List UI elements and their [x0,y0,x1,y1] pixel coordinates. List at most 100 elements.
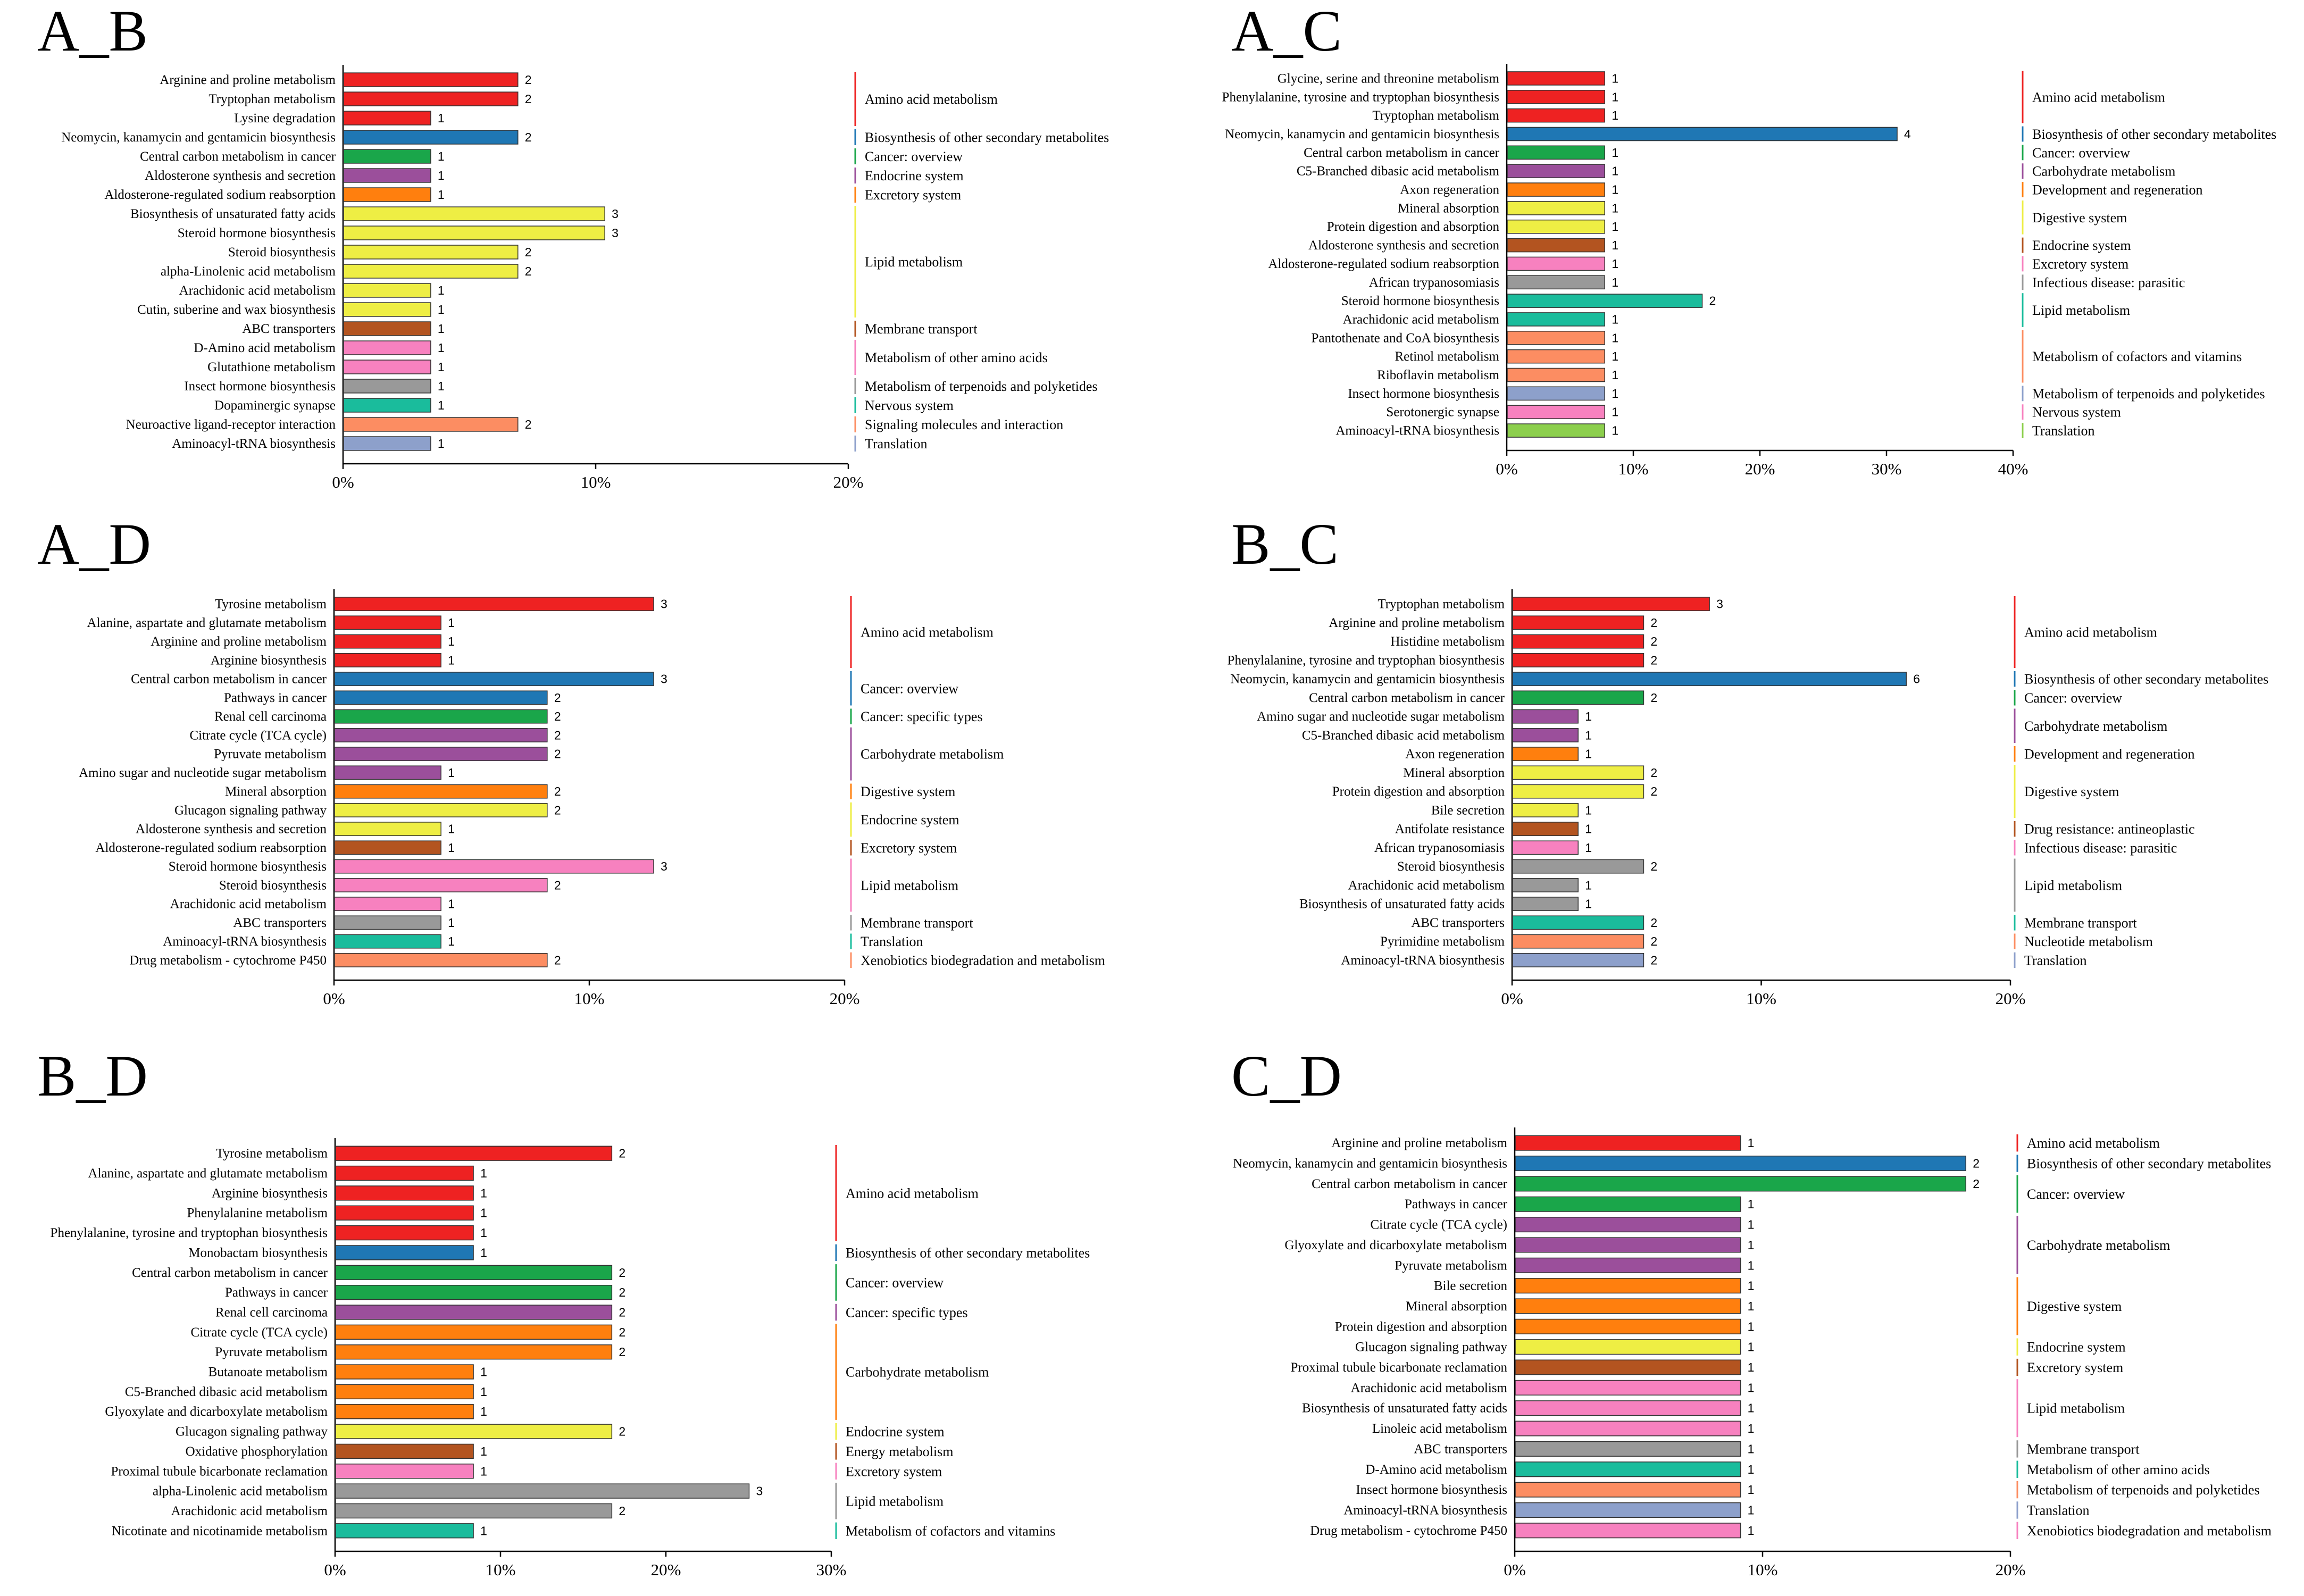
bar [1507,108,1606,123]
category-label: ABC transporters [1411,916,1505,930]
x-tick-label: 20% [1745,459,1775,478]
x-tick-label: 10% [486,1560,516,1579]
bar-value-label: 2 [619,1285,625,1299]
group-label: Carbohydrate metabolism [861,747,1004,762]
bar-value-label: 1 [1612,368,1618,382]
bar [1512,915,1644,930]
category-label: Tryptophan metabolism [1372,108,1499,123]
category-label: Glycine, serine and threonine metabolism [1278,71,1500,86]
category-label: Alanine, aspartate and glutamate metabol… [87,616,327,630]
bar-value-label: 1 [480,1226,487,1240]
bar-value-label: 1 [438,379,445,393]
group-label: Metabolism of terpenoids and polyketides [2027,1482,2260,1498]
category-label: Neuroactive ligand-receptor interaction [126,417,336,432]
bar [1507,219,1606,234]
category-label: Pathways in cancer [225,1285,328,1300]
x-tick-label: 10% [581,473,611,491]
bar-value-label: 2 [619,1147,625,1160]
bar [1512,634,1644,649]
category-label: D-Amino acid metabolism [1365,1463,1507,1477]
bar-value-label: 2 [1650,616,1657,630]
group-label: Development and regeneration [2024,747,2195,762]
bar [1507,164,1606,178]
category-label: Bile secretion [1431,803,1505,817]
bar-value-label: 1 [480,1186,487,1200]
bar-value-label: 1 [438,283,445,297]
bar [1507,89,1606,104]
category-label: Axon regeneration [1400,183,1499,197]
bar-value-label: 1 [1612,349,1618,363]
bar [1515,1237,1741,1253]
group-label: Excretory system [2027,1360,2123,1375]
category-label: Neomycin, kanamycin and gentamicin biosy… [1225,127,1499,141]
group-label: Endocrine system [2032,238,2131,253]
category-label: Central carbon metabolism in cancer [132,1266,328,1280]
group-label: Cancer: overview [861,681,958,696]
bar [1515,1298,1741,1314]
bar [343,264,519,279]
panel-title: B_D [37,1043,148,1108]
x-tick-label: 0% [323,989,345,1008]
bar [335,1265,613,1280]
group-label: Digestive system [2024,784,2119,799]
bar [1512,690,1644,705]
group-label: Lipid metabolism [846,1493,944,1509]
bar-value-label: 2 [619,1266,625,1280]
group-label: Xenobiotics biodegradation and metabolis… [861,952,1105,968]
bar-value-label: 1 [1748,1524,1755,1537]
bar-value-label: 1 [448,841,455,855]
bar [1515,1380,1741,1396]
category-label: Citrate cycle (TCA cycle) [1370,1218,1507,1232]
bar-value-label: 1 [480,1365,487,1379]
bar-value-label: 1 [480,1166,487,1180]
category-label: Phenylalanine, tyrosine and tryptophan b… [1228,653,1505,667]
group-label: Nervous system [865,398,954,413]
group-label: Lipid metabolism [2027,1401,2125,1416]
group-label: Nucleotide metabolism [2024,934,2153,949]
group-label: Membrane transport [861,915,973,931]
group-label: Amino acid metabolism [865,91,998,107]
bar-value-label: 1 [1585,878,1592,892]
bar [1515,1257,1741,1273]
bar [334,822,441,837]
bar [1507,145,1606,160]
bar [1507,331,1606,345]
x-tick-label: 20% [830,989,860,1008]
bar [335,1205,474,1221]
category-label: Alanine, aspartate and glutamate metabol… [88,1166,328,1181]
group-label: Endocrine system [865,168,964,183]
group-label: Metabolism of other amino acids [2027,1462,2210,1477]
group-label: Translation [865,436,928,452]
bar [335,1305,613,1320]
group-label: Membrane transport [2027,1441,2140,1457]
group-label: Lipid metabolism [865,254,963,270]
category-label: Central carbon metabolism in cancer [1309,691,1505,705]
bar [1512,728,1579,742]
group-label: Cancer: overview [2024,690,2122,706]
category-label: Amino sugar and nucleotide sugar metabol… [79,766,327,780]
bar-value-label: 1 [1612,424,1618,438]
group-label: Membrane transport [2024,915,2137,931]
category-label: Steroid biosynthesis [1397,859,1505,874]
bar [343,321,431,336]
bar-value-label: 1 [1748,1463,1755,1476]
bar [343,72,519,87]
bar-value-label: 1 [438,169,445,182]
bar [343,91,519,106]
bar-value-label: 1 [1748,1197,1755,1211]
x-tick-label: 0% [324,1560,346,1579]
category-label: alpha-Linolenic acid metabolism [161,264,336,279]
category-label: Pantothenate and CoA biosynthesis [1312,331,1499,345]
group-label: Cancer: overview [846,1275,944,1290]
group-label: Endocrine system [846,1424,945,1440]
bar-value-label: 2 [1650,934,1657,948]
bar [1507,386,1606,401]
bar-value-label: 1 [1612,146,1618,160]
category-label: Renal cell carcinoma [215,1305,328,1319]
bar-value-label: 1 [1585,803,1592,817]
panel-title: A_D [37,512,151,576]
x-tick-label: 20% [651,1560,681,1579]
bar-value-label: 3 [756,1484,763,1498]
bar-value-label: 1 [1748,1422,1755,1435]
